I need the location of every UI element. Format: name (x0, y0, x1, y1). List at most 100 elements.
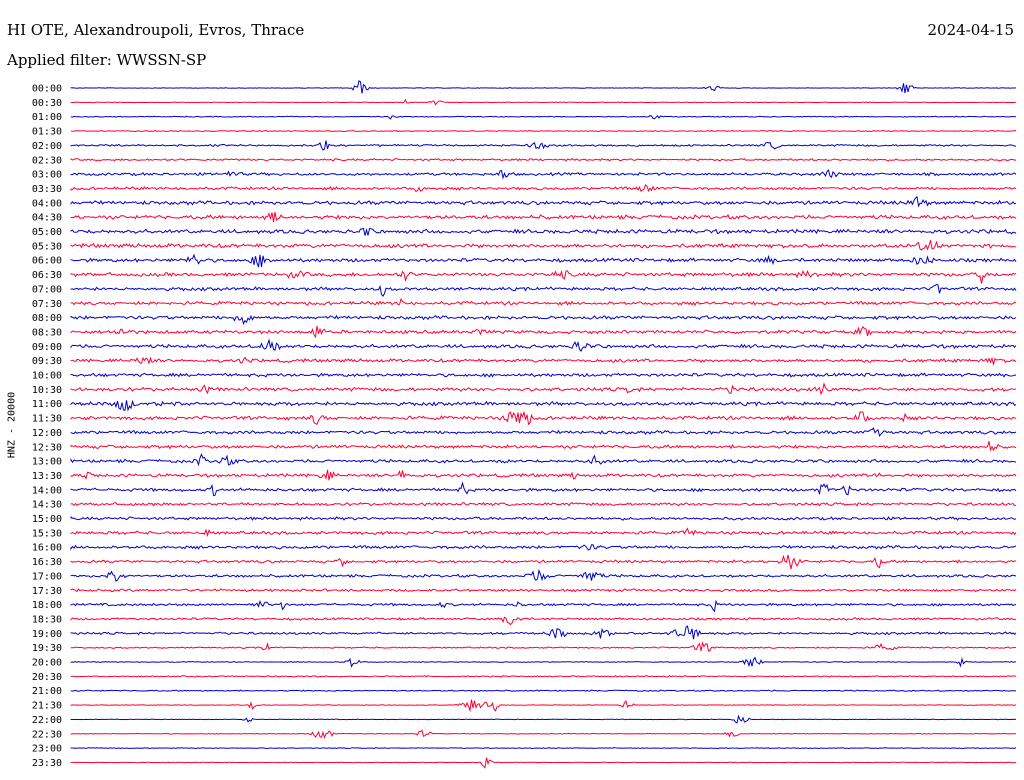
row-label: 18:00 (32, 600, 62, 611)
row-label: 13:00 (32, 457, 62, 468)
trace-line (70, 184, 1017, 193)
trace-line (70, 675, 1017, 678)
trace-line (70, 516, 1017, 521)
row-label: 19:00 (32, 629, 62, 640)
trace-line (70, 747, 1017, 750)
trace-line (70, 297, 1017, 306)
row-label: 01:00 (32, 112, 62, 123)
row-label: 20:00 (32, 658, 62, 669)
trace-line (70, 157, 1017, 162)
row-label: 08:30 (32, 327, 62, 338)
trace-line (70, 227, 1017, 236)
trace-line (70, 283, 1017, 297)
row-label: 05:30 (32, 241, 62, 252)
row-label: 01:30 (32, 127, 62, 138)
row-label: 15:00 (32, 514, 62, 525)
trace-line (70, 356, 1017, 367)
trace-line (70, 427, 1017, 437)
row-label: 17:30 (32, 586, 62, 597)
trace-line (70, 656, 1017, 668)
row-labels: 00:00 00:30 01:00 01:30 02:00 02:30 03:00 03:30… (32, 84, 62, 769)
row-label: 21:00 (32, 686, 62, 697)
row-label: 16:00 (32, 543, 62, 554)
trace-line (70, 481, 1017, 497)
trace-line (70, 314, 1017, 326)
row-label: 14:30 (32, 500, 62, 511)
row-label: 05:00 (32, 227, 62, 238)
trace-line (70, 441, 1017, 452)
station-title: HI OTE, Alexandroupoli, Evros, Thrace (7, 21, 305, 39)
row-label: 00:30 (32, 98, 62, 109)
trace-line (70, 527, 1017, 538)
trace-line (70, 195, 1017, 208)
row-label: 18:30 (32, 614, 62, 625)
trace-line (70, 544, 1017, 551)
trace-line (70, 269, 1017, 284)
trace-line (70, 453, 1017, 467)
row-label: 15:30 (32, 528, 62, 539)
trace-line (70, 240, 1017, 251)
trace-line (70, 501, 1017, 507)
row-label: 20:30 (32, 672, 62, 683)
row-label: 22:00 (32, 715, 62, 726)
trace-line (70, 325, 1017, 339)
row-label: 16:30 (32, 557, 62, 568)
row-label: 14:00 (32, 485, 62, 496)
trace-line (70, 588, 1017, 593)
row-label: 10:30 (32, 385, 62, 396)
trace-line (70, 641, 1017, 652)
trace-line (70, 616, 1017, 626)
row-label: 10:00 (32, 371, 62, 382)
row-label: 09:30 (32, 356, 62, 367)
row-label: 04:30 (32, 213, 62, 224)
row-label: 07:30 (32, 299, 62, 310)
row-label: 11:30 (32, 414, 62, 425)
seismogram-traces (70, 80, 1017, 769)
trace-line (70, 714, 1017, 724)
row-label: 17:00 (32, 571, 62, 582)
trace-line (70, 129, 1017, 133)
trace-line (70, 140, 1017, 151)
trace-line (70, 382, 1017, 396)
row-label: 00:00 (32, 84, 62, 95)
row-label: 13:30 (32, 471, 62, 482)
row-label: 23:00 (32, 744, 62, 755)
trace-line (70, 169, 1017, 180)
trace-line (70, 625, 1017, 640)
row-label: 06:00 (32, 256, 62, 267)
trace-line (70, 372, 1017, 378)
trace-line (70, 399, 1017, 412)
trace-line (70, 599, 1017, 613)
row-label: 22:30 (32, 729, 62, 740)
row-label: 03:30 (32, 184, 62, 195)
trace-line (70, 689, 1017, 692)
trace-line (70, 699, 1017, 713)
row-label: 08:00 (32, 313, 62, 324)
row-label: 06:30 (32, 270, 62, 281)
row-label: 09:00 (32, 342, 62, 353)
trace-line (70, 115, 1017, 120)
trace-line (70, 80, 1017, 94)
trace-line (70, 554, 1017, 570)
filter-label: Applied filter: WWSSN-SP (7, 51, 207, 69)
trace-line (70, 212, 1017, 223)
row-label: 02:30 (32, 155, 62, 166)
row-label: 21:30 (32, 701, 62, 712)
date-label: 2024-04-15 (927, 21, 1014, 39)
trace-line (70, 338, 1017, 353)
trace-line (70, 757, 1017, 769)
row-label: 19:30 (32, 643, 62, 654)
trace-line (70, 253, 1017, 268)
trace-line (70, 98, 1017, 106)
row-label: 04:00 (32, 198, 62, 209)
trace-line (70, 568, 1017, 582)
trace-line (70, 469, 1017, 481)
row-label: 12:30 (32, 442, 62, 453)
row-label: 07:00 (32, 284, 62, 295)
row-label: 12:00 (32, 428, 62, 439)
row-label: 11:00 (32, 399, 62, 410)
row-label: 02:00 (32, 141, 62, 152)
trace-line (70, 410, 1017, 426)
row-label: 23:30 (32, 758, 62, 769)
